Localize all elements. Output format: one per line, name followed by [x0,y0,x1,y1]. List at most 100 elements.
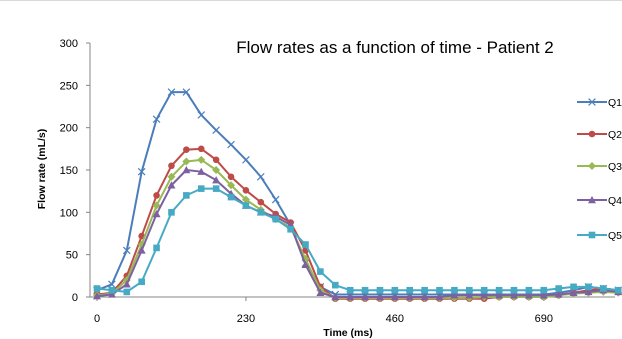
legend-marker-q2 [588,130,596,138]
data-point-q2 [212,156,220,164]
data-point-q3 [212,166,221,174]
data-point-q5 [346,286,354,294]
data-point-q5 [361,286,369,294]
data-point-q4 [495,291,504,299]
x-tick-label: 690 [535,313,553,325]
legend-entry-q3: Q3 [577,161,622,173]
legend: Q1 Q2 Q3 Q4 Q5 [577,97,622,242]
data-point-q1 [227,140,235,149]
data-point-q4 [405,293,414,301]
legend-entry-q2: Q2 [577,129,622,141]
data-point-q5 [287,225,294,233]
chart-title: Flow rates as a function of time - Patie… [236,38,553,57]
data-point-q5 [242,202,250,209]
data-point-q4 [390,293,399,301]
legend-entry-q5: Q5 [577,230,622,242]
data-point-q5 [302,241,309,248]
data-point-q4 [346,293,355,301]
data-point-q1 [137,167,146,176]
legend-label: Q1 [608,97,622,109]
data-point-q1 [271,195,280,204]
data-point-q4 [524,291,533,299]
series-lines [93,88,622,302]
data-point-q1 [256,172,265,181]
data-point-q4 [93,292,101,300]
data-point-q5 [168,209,175,216]
y-axis-label: Flow rate (mL/s) [36,129,48,210]
data-point-q4 [152,210,161,218]
data-point-q3 [182,157,191,166]
data-point-q3 [227,181,236,190]
axes: 0 50 100 150 200 250 300 0 230 460 690 [60,38,615,325]
data-point-q4 [301,260,310,269]
data-point-q5 [436,286,443,294]
data-point-q4 [107,290,116,298]
y-tick-label: 0 [72,292,78,304]
data-point-q4 [465,291,474,299]
data-point-q3 [197,155,206,164]
y-tick-label: 100 [60,207,78,219]
data-point-q4 [361,293,370,301]
data-point-q2 [242,187,250,194]
data-point-q4 [375,293,384,301]
series-line-q1 [96,91,619,296]
series-q1 [93,88,622,299]
data-point-q5 [183,192,190,199]
data-point-q1 [212,126,220,135]
data-point-q2 [227,173,235,181]
data-point-q1 [108,280,116,289]
data-point-q5 [480,286,488,294]
series-line-q5 [96,187,619,293]
data-point-q5 [451,286,458,294]
legend-marker-q4 [588,196,596,204]
data-point-q2 [257,198,265,206]
data-point-q4 [584,287,593,296]
legend-marker-q3 [588,162,596,170]
data-point-q4 [331,293,340,301]
data-point-q4 [197,167,206,175]
legend-label: Q3 [608,161,622,173]
data-point-q4 [212,176,221,184]
legend-entry-q1: Q1 [577,97,622,109]
y-tick-label: 150 [60,165,78,177]
data-point-q1 [182,88,191,96]
data-point-q5 [540,286,548,294]
data-point-q4 [539,291,548,299]
data-point-q5 [614,286,622,294]
data-point-q5 [421,286,428,294]
data-point-q5 [138,278,145,286]
data-point-q1 [197,111,206,119]
x-axis-label: Time (ms) [323,327,372,339]
data-point-q4 [316,288,325,296]
y-tick-label: 200 [60,123,78,135]
data-point-q4 [450,291,459,299]
x-tick-label: 0 [94,313,100,325]
y-tick-label: 300 [60,38,78,50]
series-q4 [93,166,622,301]
legend-label: Q4 [608,195,622,207]
data-point-q4 [480,291,489,299]
data-point-q5 [123,288,131,296]
data-point-q5 [466,286,473,294]
data-point-q2 [183,146,190,153]
legend-label: Q5 [608,230,622,242]
legend-entry-q4: Q4 [577,195,622,207]
data-point-q1 [152,115,161,124]
legend-marker-q5 [588,231,596,239]
data-point-q4 [509,291,518,299]
data-point-q4 [569,288,578,296]
series-q2 [93,145,622,302]
data-point-q1 [167,88,176,96]
data-point-q4 [182,166,191,174]
data-point-q5 [272,215,280,223]
data-point-q4 [420,293,429,301]
data-point-q2 [168,162,175,170]
data-point-q5 [227,193,235,201]
data-point-q5 [197,185,205,192]
series-line-q4 [96,169,619,298]
y-tick-label: 50 [66,250,78,262]
data-point-q2 [153,192,160,199]
data-point-q5 [406,286,414,294]
legend-marker-q1 [588,98,596,106]
